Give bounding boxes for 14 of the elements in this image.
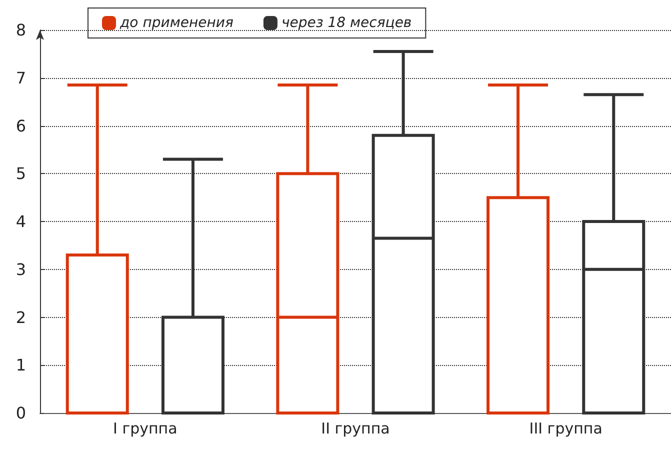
- legend-label: через 18 месяцев: [281, 15, 412, 31]
- y-tick-label: 5: [16, 164, 26, 184]
- y-tick-label: 3: [16, 260, 26, 279]
- y-tick-label: 0: [16, 404, 26, 422]
- y-tick-label: 1: [16, 356, 26, 375]
- y-tick-label: 8: [16, 20, 26, 40]
- legend-label: до применения: [119, 15, 234, 31]
- y-tick-label: 6: [16, 116, 26, 136]
- x-tick-label: I группа: [113, 420, 178, 438]
- y-tick-label: 4: [16, 212, 26, 231]
- x-tick-label: II группа: [321, 420, 390, 438]
- y-tick-label: 2: [16, 308, 26, 327]
- y-tick-label: 7: [16, 68, 26, 88]
- x-tick-label: III группа: [529, 420, 602, 438]
